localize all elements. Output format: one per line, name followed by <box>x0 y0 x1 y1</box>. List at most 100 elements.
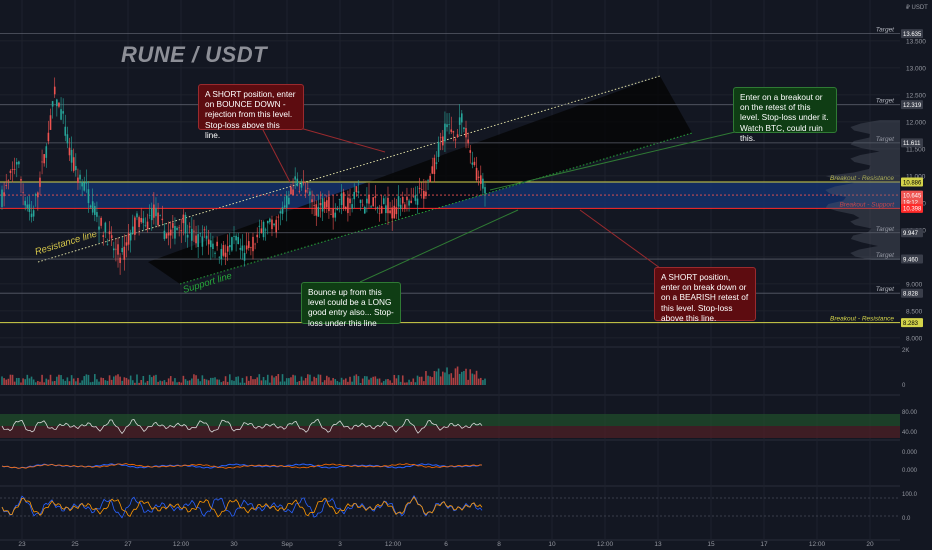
volume-bar <box>395 378 398 385</box>
candle-body <box>247 241 250 249</box>
volume-bar <box>311 381 313 385</box>
candle-body <box>110 235 113 239</box>
time-tick-label: 12:00 <box>597 541 614 548</box>
candle-body <box>385 205 387 214</box>
candle-body <box>45 146 48 158</box>
price-tick-label: 11.000 <box>906 173 926 180</box>
candle-body <box>330 214 332 215</box>
price-level-label: Breakout - Support <box>839 201 895 208</box>
volume-bar <box>469 369 472 385</box>
candle-body <box>300 182 303 188</box>
candle-body <box>129 232 132 241</box>
candle-body <box>351 204 353 209</box>
annotation-short-bounce[interactable]: A SHORT position, enter on BOUNCE DOWN -… <box>198 84 304 140</box>
volume-bar <box>266 374 269 385</box>
price-tick-label: 12.500 <box>906 92 926 99</box>
volume-bar <box>328 377 330 385</box>
volume-bar <box>444 372 446 385</box>
candle-body <box>231 237 233 251</box>
candle-body <box>349 198 351 204</box>
price-level-label: Target <box>876 226 895 233</box>
volume-bar <box>414 382 417 385</box>
volume-tick-label: 2K <box>902 348 909 354</box>
candle-body <box>203 229 206 231</box>
candle-body <box>460 113 463 123</box>
volume-bar <box>131 380 134 385</box>
candle-body <box>106 244 109 245</box>
price-level-label: Target <box>876 286 895 293</box>
volume-bar <box>463 371 465 385</box>
annotation-breakout-entry[interactable]: Enter on a breakout or on the retest of … <box>733 87 837 143</box>
volume-bar <box>91 381 94 385</box>
volume-bar <box>136 374 138 385</box>
candle-body <box>20 179 22 181</box>
annotation-connector <box>261 127 291 183</box>
price-badge <box>901 203 923 213</box>
price-tick-label: 8.500 <box>906 308 923 315</box>
volume-bar <box>359 382 362 385</box>
candle-body <box>205 235 208 239</box>
volume-bar <box>389 380 391 385</box>
price-badge <box>901 228 923 238</box>
candle-body <box>56 99 58 107</box>
volume-bar <box>433 371 436 385</box>
volume-bar <box>195 375 197 385</box>
candle-body <box>323 201 326 209</box>
volume-bar <box>401 375 404 385</box>
volume-bar <box>81 380 83 385</box>
price-badge-timer: 19:12 <box>903 201 919 207</box>
candle-body <box>1 189 3 207</box>
candle-body <box>75 166 77 171</box>
volume-bar <box>70 375 73 385</box>
candle-body <box>256 234 259 238</box>
volume-bar <box>319 374 322 385</box>
candle-body <box>85 181 88 184</box>
price-tick-label: 12.000 <box>906 119 926 126</box>
price-badge <box>901 190 923 207</box>
price-tick-label: 11.500 <box>906 146 926 153</box>
candle-body <box>473 161 476 166</box>
candle-body <box>169 229 172 236</box>
volume-bar <box>37 381 39 385</box>
annotation-long-bounce[interactable]: Bounce up from this level could be a LON… <box>301 282 401 328</box>
volume-bar <box>241 377 244 385</box>
volume-bar <box>296 381 299 385</box>
candle-body <box>423 190 425 199</box>
price-level-label: Target <box>876 27 895 34</box>
candle-body <box>427 180 429 181</box>
candle-body <box>414 195 417 201</box>
candle-body <box>269 218 271 223</box>
volume-bar <box>302 380 305 385</box>
candle-body <box>182 214 185 224</box>
candle-body <box>397 196 400 207</box>
volume-bar <box>24 379 27 385</box>
volume-bar <box>207 380 210 385</box>
candle-body <box>336 208 339 211</box>
candle-body <box>24 200 27 206</box>
volume-bar <box>146 380 149 385</box>
currency-label: ₽ USDT <box>906 4 928 11</box>
volume-bar <box>191 378 193 385</box>
volume-bar <box>165 382 168 385</box>
candle-body <box>112 248 115 251</box>
volume-bar <box>290 377 292 385</box>
volume-bar <box>271 375 273 385</box>
volume-bar <box>235 376 237 385</box>
candle-body <box>332 208 334 218</box>
volume-bar <box>245 376 248 385</box>
candle-body <box>163 230 166 239</box>
volume-bar <box>406 382 408 385</box>
candle-body <box>197 234 199 248</box>
candle-body <box>347 197 349 214</box>
candle-body <box>142 218 145 223</box>
annotation-short-breakdown[interactable]: A SHORT position, enter on break down or… <box>654 267 756 323</box>
candle-body <box>100 217 102 226</box>
candle-body <box>34 194 37 196</box>
candle-body <box>62 111 64 114</box>
price-badge-value: 12.319 <box>903 103 922 109</box>
volume-bar <box>416 375 419 385</box>
candle-body <box>458 117 461 125</box>
volume-bar <box>450 373 453 385</box>
volume-bar <box>186 380 189 385</box>
